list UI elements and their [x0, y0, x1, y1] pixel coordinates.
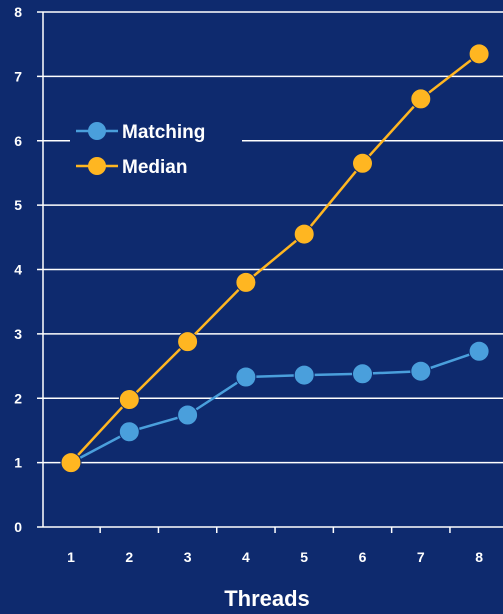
point-median-8: [468, 43, 490, 65]
point-median-1: [60, 452, 82, 474]
x-tick-label-2: 2: [125, 549, 133, 565]
point-matching-7: [410, 360, 432, 382]
y-tick-label-5: 5: [14, 197, 22, 213]
point-median-7: [410, 88, 432, 110]
y-tick-label-8: 8: [14, 4, 22, 20]
y-tick-labels: 0 1 2 3 4 5 6 7 8: [14, 4, 22, 535]
series-layer: [60, 43, 490, 474]
y-tick-label-4: 4: [14, 262, 22, 278]
point-median-2: [118, 389, 140, 411]
x-tick-label-5: 5: [300, 549, 308, 565]
y-tick-label-1: 1: [14, 455, 22, 471]
point-matching-4: [235, 366, 257, 388]
x-tick-label-1: 1: [67, 549, 75, 565]
x-tick-label-7: 7: [417, 549, 425, 565]
legend-label-median: Median: [122, 157, 187, 178]
point-median-6: [352, 152, 373, 174]
series-line-median: [70, 52, 480, 464]
point-matching-3: [177, 404, 199, 426]
x-tick-label-4: 4: [242, 549, 250, 565]
legend-marker-matching: [88, 122, 106, 140]
legend-label-matching: Matching: [122, 122, 205, 143]
point-median-5: [293, 223, 315, 245]
x-tick-label-3: 3: [184, 549, 192, 565]
point-matching-8: [468, 340, 490, 362]
legend-marker-median: [88, 157, 106, 175]
y-tick-label-7: 7: [14, 68, 22, 84]
point-matching-5: [293, 364, 315, 386]
x-axis-title: Threads: [224, 586, 310, 611]
axes: [37, 11, 503, 533]
y-tick-label-3: 3: [14, 326, 22, 342]
point-matching-6: [352, 363, 373, 385]
legend: Matching Median: [70, 112, 242, 188]
x-tick-labels: 1 2 3 4 5 6 7 8: [67, 549, 483, 565]
y-tick-label-0: 0: [14, 519, 22, 535]
point-median-4: [235, 271, 257, 293]
point-median-3: [177, 331, 199, 353]
point-matching-2: [118, 421, 140, 443]
y-tick-label-6: 6: [14, 133, 22, 149]
x-tick-label-6: 6: [359, 549, 367, 565]
y-tick-label-2: 2: [14, 390, 22, 406]
x-tick-label-8: 8: [475, 549, 483, 565]
